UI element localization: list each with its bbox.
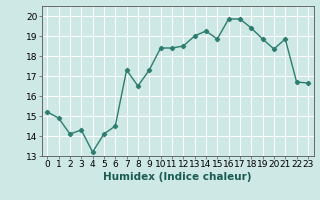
X-axis label: Humidex (Indice chaleur): Humidex (Indice chaleur) [103,172,252,182]
